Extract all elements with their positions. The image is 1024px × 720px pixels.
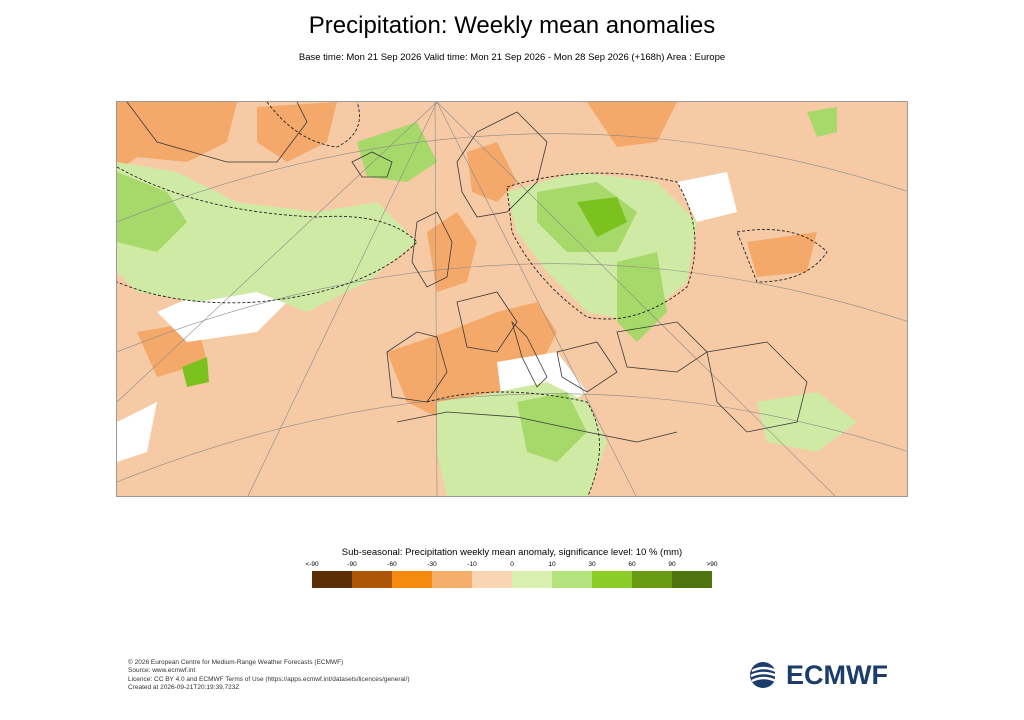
legend-color-swatch xyxy=(312,571,352,588)
france-coast xyxy=(456,291,518,353)
significance-contour xyxy=(266,102,360,148)
graticule xyxy=(117,102,907,496)
scandinavia-coast xyxy=(456,111,548,218)
legend-tick-label: -30 xyxy=(427,561,437,568)
wet-medium-libya xyxy=(517,392,587,462)
legend-color-swatch xyxy=(432,571,472,588)
legend-title: Sub-seasonal: Precipitation weekly mean … xyxy=(341,547,683,558)
legend-tick-label: -90 xyxy=(347,561,357,568)
legend-tick-label: <-90 xyxy=(305,561,319,568)
dry-patch-greenland xyxy=(117,102,237,172)
dry-patch-kazakhstan xyxy=(747,232,817,277)
neutral-patch-southwest xyxy=(117,402,157,462)
longitude-line xyxy=(434,102,438,496)
balkans-coast xyxy=(556,341,618,393)
iceland-coast xyxy=(351,151,393,178)
wet-medium-norwegian-sea xyxy=(357,122,437,182)
wet-light-iran xyxy=(757,392,857,452)
legend-color-swatch xyxy=(672,571,712,588)
legend-color-swatch xyxy=(552,571,592,588)
ecmwf-logo[interactable]: ECMWF xyxy=(748,660,908,690)
latitude-line xyxy=(117,133,907,223)
legend-colorbar xyxy=(312,571,712,588)
wet-medium-atlantic-west xyxy=(117,172,187,252)
legend-tick-label: 30 xyxy=(588,561,596,568)
significance-contour xyxy=(117,166,418,304)
ecmwf-logo-text: ECMWF xyxy=(786,660,888,690)
page-subtitle: Base time: Mon 21 Sep 2026 Valid time: M… xyxy=(298,52,726,63)
latitude-line xyxy=(117,393,907,483)
significance-contour xyxy=(736,229,828,283)
caspian-coast xyxy=(706,341,808,433)
wet-light-atlantic-band xyxy=(117,162,417,312)
significance-contours xyxy=(117,102,828,496)
longitude-line xyxy=(117,102,438,403)
legend-tick-label: 60 xyxy=(628,561,636,568)
legend-color-swatch xyxy=(352,571,392,588)
black-sea-coast xyxy=(616,321,708,373)
legend-tick-label: 10 xyxy=(548,561,556,568)
british-isles-coast xyxy=(411,211,453,288)
ecmwf-swirl-icon xyxy=(750,662,784,688)
wet-strong-azores xyxy=(182,357,209,387)
longitude-line xyxy=(436,102,836,496)
legend-tick-label: -10 xyxy=(467,561,477,568)
footer-licence: Licence: CC BY 4.0 and ECMWF Terms of Us… xyxy=(128,675,410,683)
legend-color-swatch xyxy=(392,571,432,588)
significance-contour xyxy=(426,391,600,496)
legend-color-swatch xyxy=(592,571,632,588)
legend-tick-label: 0 xyxy=(510,561,514,568)
significance-contour xyxy=(506,172,696,320)
coastlines xyxy=(126,102,808,443)
footer-copyright: © 2026 European Centre for Medium-Range … xyxy=(128,659,344,666)
latitude-line xyxy=(117,263,907,353)
legend-labels: <-90 -90 -60 -30 -10 0 10 30 60 90 >90 xyxy=(305,561,717,571)
wet-light-north-africa xyxy=(437,382,607,496)
dry-patch-british-isles xyxy=(427,212,477,292)
iberia-coast xyxy=(386,331,448,403)
legend-tick-label: >90 xyxy=(706,561,718,568)
anomaly-map[interactable] xyxy=(116,101,908,497)
neutral-patch-russia xyxy=(677,172,737,222)
anomaly-map-svg xyxy=(117,102,907,496)
footer-created: Created at 2026-09-21T20:19:39.723Z xyxy=(128,683,240,691)
dry-patch-norway xyxy=(467,142,517,202)
legend-color-swatch xyxy=(472,571,512,588)
wet-medium-ukraine xyxy=(617,252,667,342)
page-title: Precipitation: Weekly mean anomalies xyxy=(308,12,716,39)
north-africa-coast xyxy=(396,411,678,443)
italy-coast xyxy=(511,320,548,388)
legend-tick-label: -60 xyxy=(387,561,397,568)
wet-medium-arctic-russia xyxy=(807,107,837,137)
longitude-line xyxy=(247,102,438,496)
longitude-line xyxy=(436,102,637,496)
legend-color-swatch xyxy=(512,571,552,588)
wet-strong-baltic xyxy=(577,197,627,237)
footer-credits: © 2026 European Centre for Medium-Range … xyxy=(128,659,410,692)
greenland-coast xyxy=(126,102,308,163)
legend-tick-label: 90 xyxy=(668,561,676,568)
legend-color-swatch xyxy=(632,571,672,588)
footer-source: Source: www.ecmwf.int xyxy=(128,667,196,675)
neutral-patch-atlantic xyxy=(157,282,287,342)
dry-patch-barents xyxy=(587,102,677,147)
